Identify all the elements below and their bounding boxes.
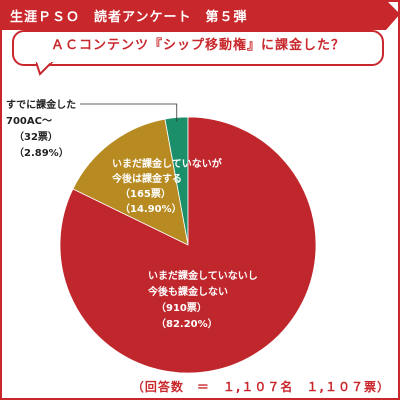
question-bubble — [12, 30, 384, 66]
leader-line — [80, 103, 178, 122]
question-text: ＡＣコンテンツ『シップ移動権』に課金した？ — [50, 38, 345, 53]
label-will-not-pay: いまだ課金していないし今後も課金しない（910票）（82.20%） — [147, 269, 258, 330]
pie-slice-will-pay — [72, 118, 189, 246]
response-count: （回答数 ＝ １,１０７名 １,１０７票） — [131, 380, 390, 394]
label-will-pay: いまだ課金していないが今後は課金する（165票）（14.90%） — [111, 157, 223, 215]
header-title: 生涯ＰＳＯ 読者アンケート 第５弾 — [10, 10, 248, 25]
label-already-paid: すでに課金した 700AC～（32票）（2.89%） — [6, 98, 76, 159]
bubble-tail — [36, 62, 54, 76]
header-notch — [386, 0, 400, 30]
pie-slice-will-not-pay — [59, 116, 317, 374]
header-bar — [0, 0, 386, 30]
